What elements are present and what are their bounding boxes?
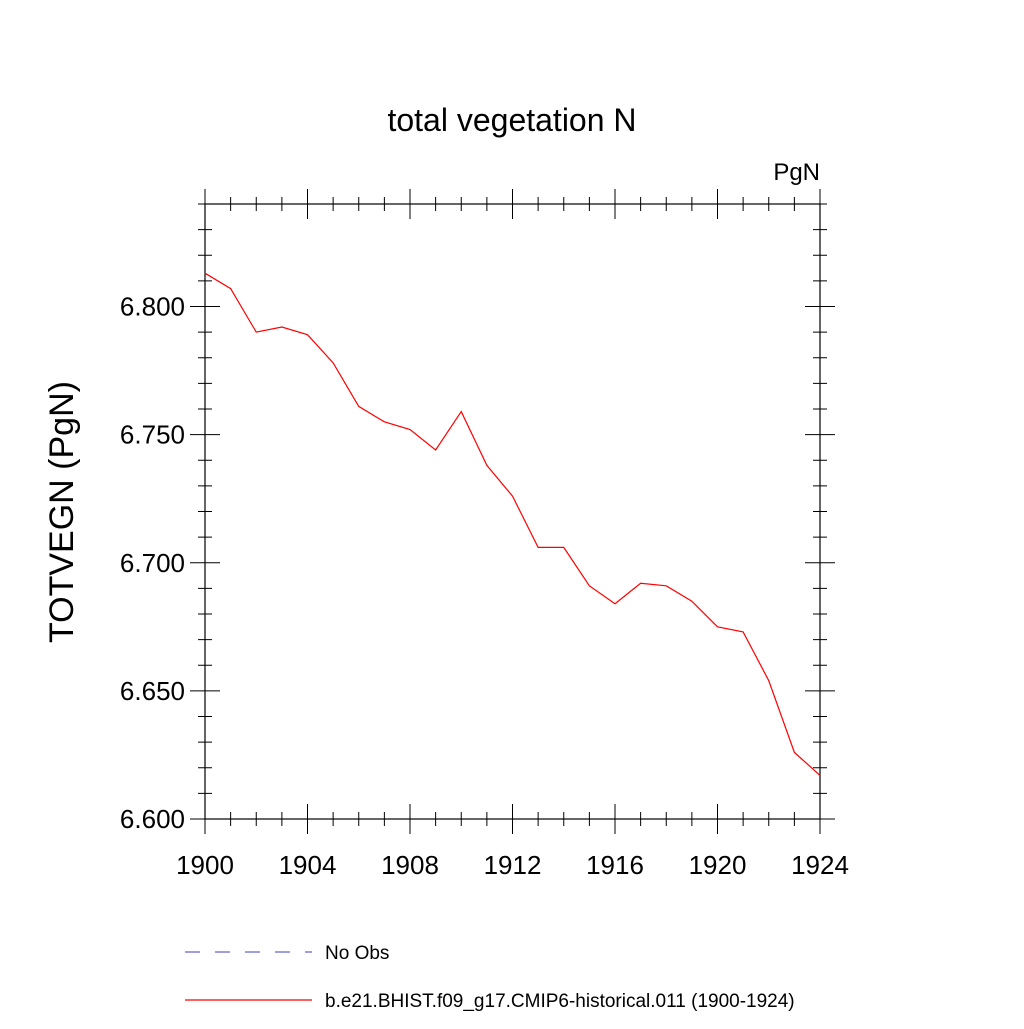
y-tick-label: 6.650: [120, 676, 185, 706]
axis-ticks: [190, 189, 835, 834]
y-tick-label: 6.600: [120, 804, 185, 834]
x-tick-label: 1904: [279, 850, 337, 880]
x-tick-label: 1908: [381, 850, 439, 880]
data-series: [204, 272, 821, 776]
y-axis-label: TOTVEGN (PgN): [43, 381, 81, 643]
chart-title: total vegetation N: [387, 102, 636, 138]
legend-label: b.e21.BHIST.f09_g17.CMIP6-historical.011…: [325, 991, 795, 1012]
x-tick-label: 1924: [791, 850, 849, 880]
x-tick-label: 1900: [176, 850, 234, 880]
x-tick-label: 1920: [689, 850, 747, 880]
y-tick-label: 6.750: [120, 420, 185, 450]
y-tick-label: 6.700: [120, 548, 185, 578]
axis-tick-labels: 1900 1904 1908 1912 1916 1920 1924 6.600 6.650 6.…: [120, 292, 849, 881]
x-tick-label: 1912: [484, 850, 542, 880]
legend-label: No Obs: [325, 943, 389, 964]
legend: No Obs b.e21.BHIST.f09_g17.CMIP6-historic…: [185, 943, 795, 1012]
x-tick-label: 1916: [586, 850, 644, 880]
units-label: PgN: [773, 159, 820, 186]
plot-frame: [204, 203, 821, 820]
series-line: [204, 272, 821, 776]
y-tick-label: 6.800: [120, 292, 185, 322]
